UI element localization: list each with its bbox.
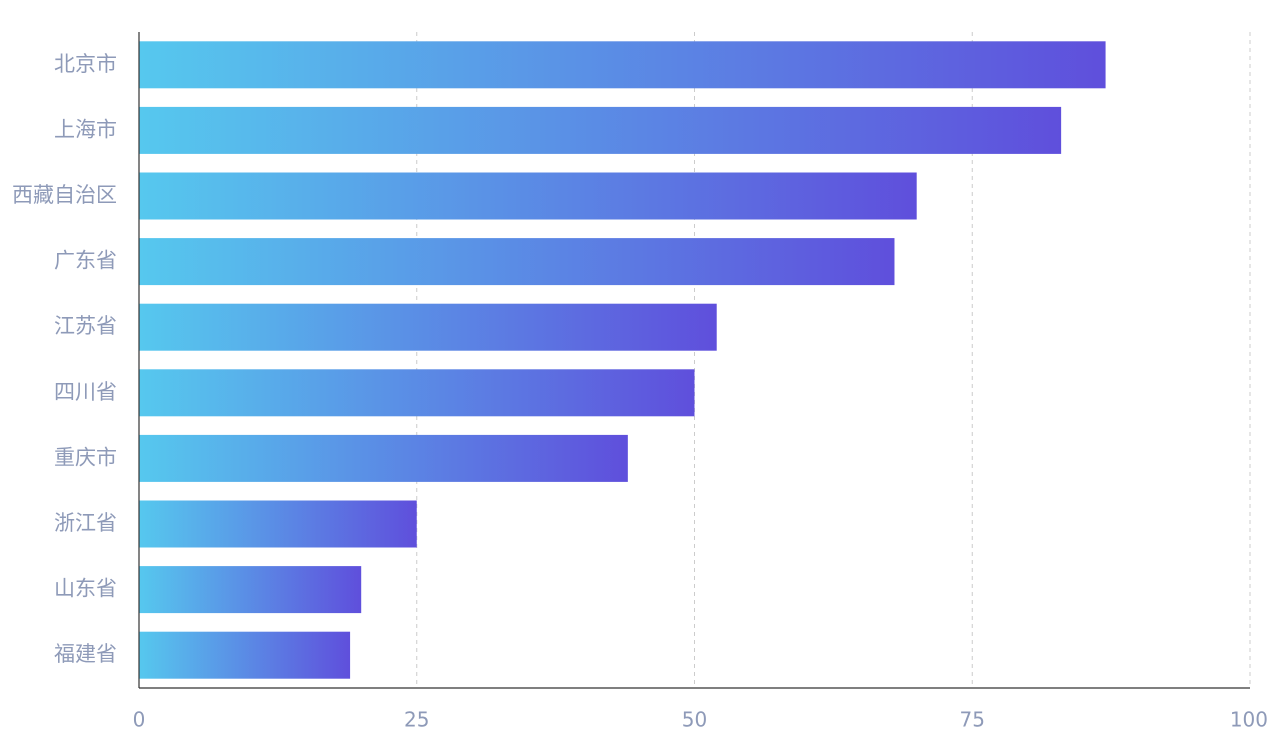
- grid-lines: [416, 32, 1251, 688]
- y-tick-label: 西藏自治区: [12, 183, 117, 207]
- y-tick-label: 北京市: [54, 52, 117, 76]
- x-tick-label: 75: [960, 708, 985, 732]
- bar-北京市: [139, 41, 1106, 89]
- y-tick-label: 四川省: [54, 380, 117, 404]
- y-tick-label: 江苏省: [54, 314, 117, 338]
- y-tick-label: 山东省: [54, 577, 117, 601]
- x-tick-label: 0: [133, 708, 146, 732]
- x-tick-label: 100: [1230, 708, 1268, 732]
- bar-上海市: [139, 106, 1062, 154]
- bars: [139, 41, 1106, 679]
- bar-西藏自治区: [139, 172, 917, 220]
- axes: [138, 32, 1250, 689]
- x-tick-label: 50: [682, 708, 707, 732]
- y-tick-label: 重庆市: [54, 445, 117, 469]
- bar-江苏省: [139, 303, 717, 351]
- y-tick-label: 福建省: [54, 642, 117, 666]
- bar-四川省: [139, 369, 695, 417]
- bar-山东省: [139, 566, 362, 614]
- x-tick-label: 25: [404, 708, 429, 732]
- y-tick-label: 上海市: [54, 117, 117, 141]
- bar-广东省: [139, 238, 895, 286]
- bar-福建省: [139, 631, 351, 679]
- bar-重庆市: [139, 434, 628, 482]
- bar-浙江省: [139, 500, 417, 548]
- y-tick-label: 浙江省: [54, 511, 117, 535]
- y-tick-label: 广东省: [54, 249, 117, 273]
